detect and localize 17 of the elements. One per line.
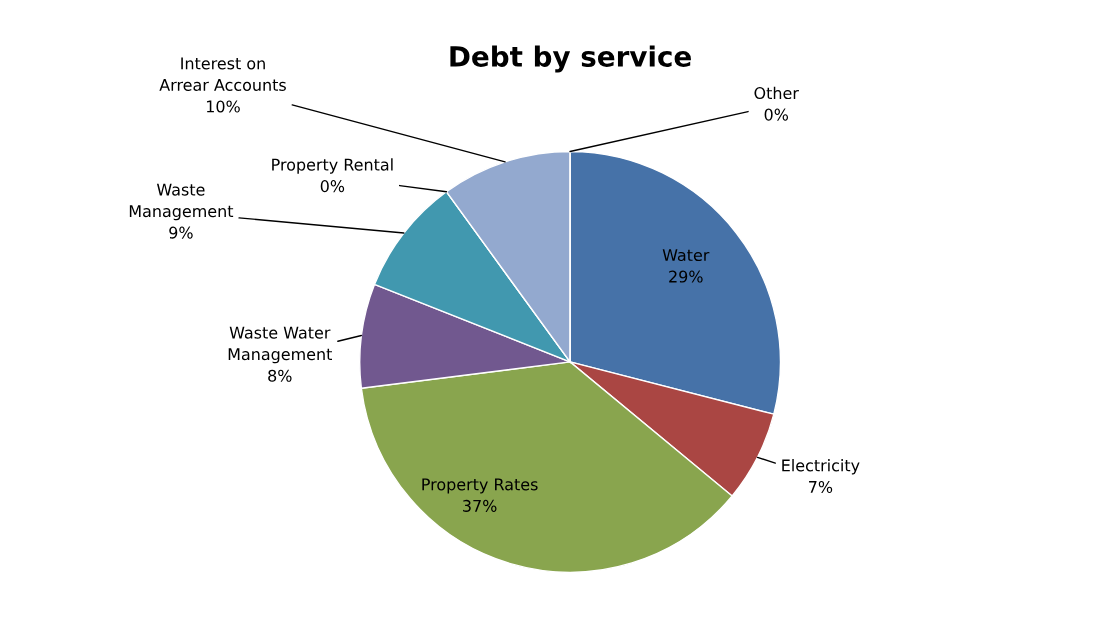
data-label: 8% <box>268 369 292 382</box>
slice-label: Electricity <box>782 459 860 475</box>
category-label: Property Rental <box>272 158 393 174</box>
slice-label: Waste Management <box>129 183 234 221</box>
slice-label: Interest on Arrear Accounts <box>159 57 286 91</box>
category-label: Other <box>754 86 799 100</box>
text: 0% <box>320 180 345 193</box>
data-label: 37% <box>463 499 497 512</box>
slice-label: Waste Water Management <box>228 326 332 364</box>
data-label: 29% <box>669 270 703 283</box>
text: 0% <box>764 108 789 121</box>
slice-label: Property Rates <box>422 478 538 494</box>
slice-label: Water <box>662 249 710 262</box>
data-label: 10% <box>206 100 240 113</box>
data-label: 9% <box>169 226 193 239</box>
chart-title: Debt by service <box>450 45 691 73</box>
data-label: 7% <box>809 480 833 493</box>
